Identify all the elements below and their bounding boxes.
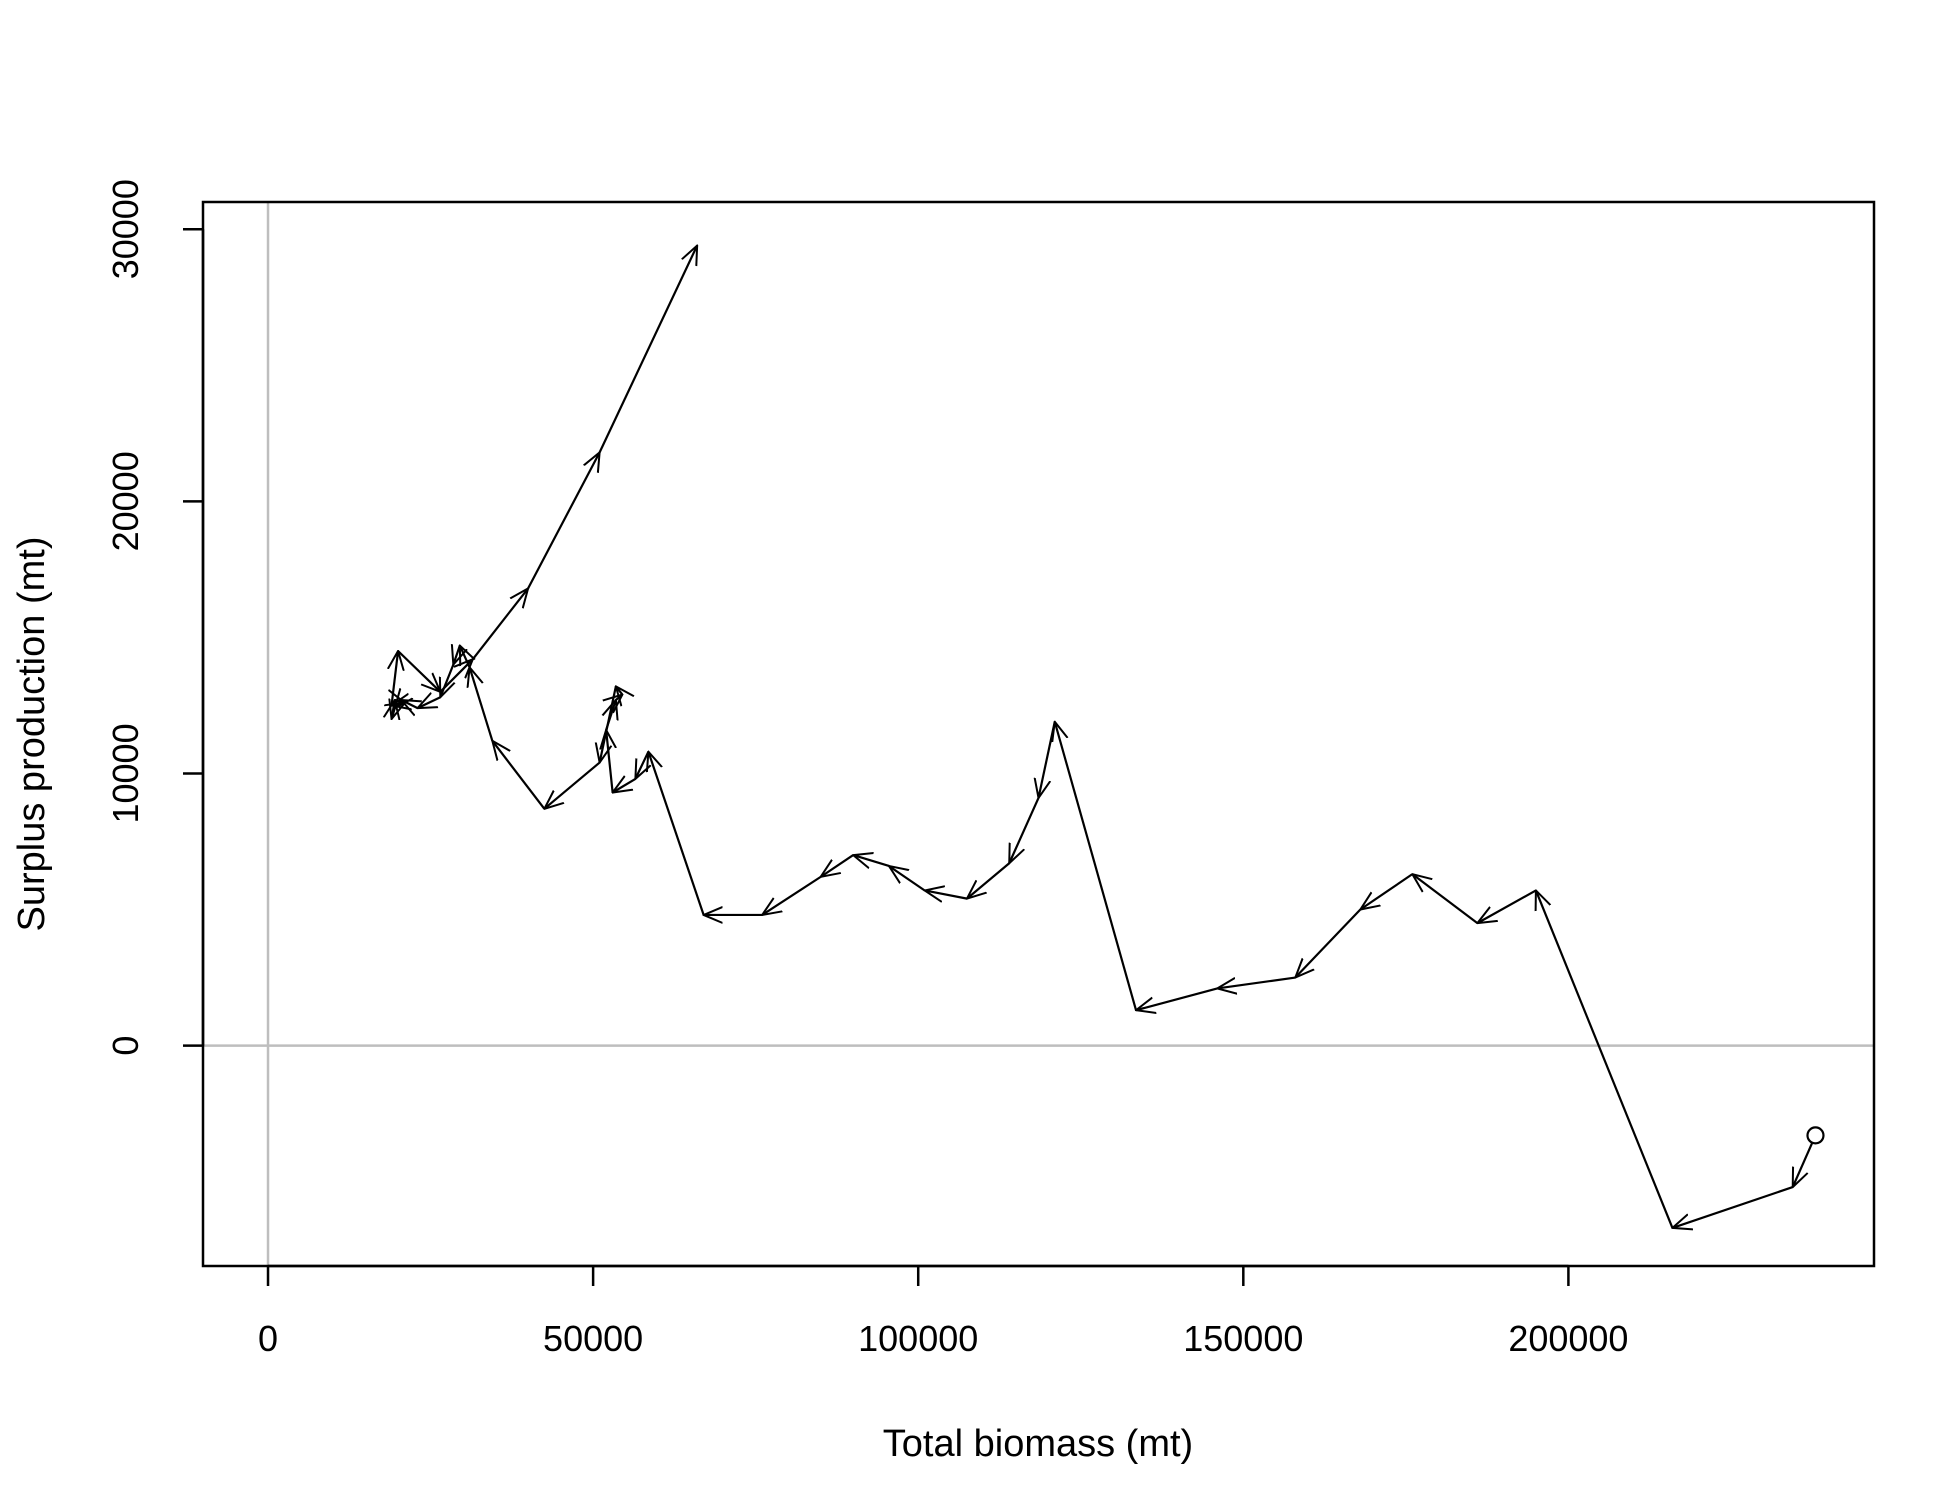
trajectory-segment bbox=[1672, 1186, 1794, 1228]
y-axis-label: Surplus production (mt) bbox=[11, 537, 53, 932]
x-tick-label: 150000 bbox=[1183, 1318, 1303, 1359]
trajectory-segment bbox=[1536, 890, 1674, 1229]
x-tick-label: 50000 bbox=[543, 1318, 643, 1359]
trajectory-segment bbox=[492, 741, 546, 810]
trajectory-segment bbox=[1412, 874, 1479, 925]
trajectory-segment bbox=[1360, 873, 1413, 909]
trajectory-segment bbox=[1039, 721, 1056, 798]
x-tick-label: 200000 bbox=[1508, 1318, 1628, 1359]
trajectory-segment bbox=[635, 751, 648, 779]
trajectory-segment bbox=[600, 686, 617, 762]
trajectory-segment bbox=[1217, 976, 1296, 989]
trajectory-segment bbox=[1793, 1134, 1817, 1187]
trajectory-segment bbox=[440, 664, 453, 698]
trajectory-segment bbox=[527, 452, 600, 589]
trajectory-segment bbox=[889, 866, 926, 892]
trajectory-segment bbox=[925, 890, 968, 898]
y-tick-label: 30000 bbox=[105, 179, 146, 279]
trajectory-segment bbox=[397, 650, 440, 692]
trajectory-segment bbox=[418, 697, 441, 708]
trajectory-segment bbox=[606, 730, 613, 793]
trajectory-segment bbox=[853, 855, 890, 866]
x-axis-label: Total biomass (mt) bbox=[883, 1423, 1193, 1465]
trajectory-segment bbox=[598, 246, 698, 453]
trajectory-segment bbox=[453, 646, 460, 665]
trajectory-segment bbox=[1009, 797, 1040, 863]
trajectory-segment bbox=[967, 862, 1010, 898]
y-axis: 0 10000 20000 30000 bbox=[105, 179, 205, 1056]
trajectory-segment bbox=[616, 686, 623, 694]
trajectory-segment bbox=[439, 659, 473, 693]
trajectory-segment bbox=[1295, 908, 1362, 978]
series-layer bbox=[391, 245, 1825, 1229]
x-tick-label: 100000 bbox=[858, 1318, 978, 1359]
trajectory-segment bbox=[544, 761, 601, 809]
y-tick-label: 20000 bbox=[105, 451, 146, 551]
trajectory-segment bbox=[762, 875, 822, 915]
reference-lines bbox=[203, 202, 1874, 1266]
trajectory-segment bbox=[1477, 889, 1537, 923]
trajectory-segment bbox=[1055, 722, 1138, 1011]
trajectory-segment bbox=[401, 700, 417, 708]
trajectory-segment bbox=[616, 695, 623, 700]
trajectory-segment bbox=[392, 703, 405, 706]
trajectory-segment bbox=[1136, 987, 1218, 1010]
trajectory-segment bbox=[613, 779, 636, 793]
trajectory-segment bbox=[471, 588, 528, 660]
trajectory-segment bbox=[648, 752, 705, 916]
start-point-marker bbox=[1806, 1126, 1825, 1145]
trajectory-segment bbox=[821, 854, 854, 877]
trajectory-segment bbox=[470, 667, 494, 742]
x-axis: 0 50000 100000 150000 200000 bbox=[258, 1264, 1628, 1359]
trajectory-segment bbox=[392, 651, 399, 706]
x-tick-label: 0 bbox=[258, 1318, 278, 1359]
y-tick-label: 0 bbox=[105, 1036, 146, 1056]
y-tick-label: 10000 bbox=[105, 723, 146, 823]
